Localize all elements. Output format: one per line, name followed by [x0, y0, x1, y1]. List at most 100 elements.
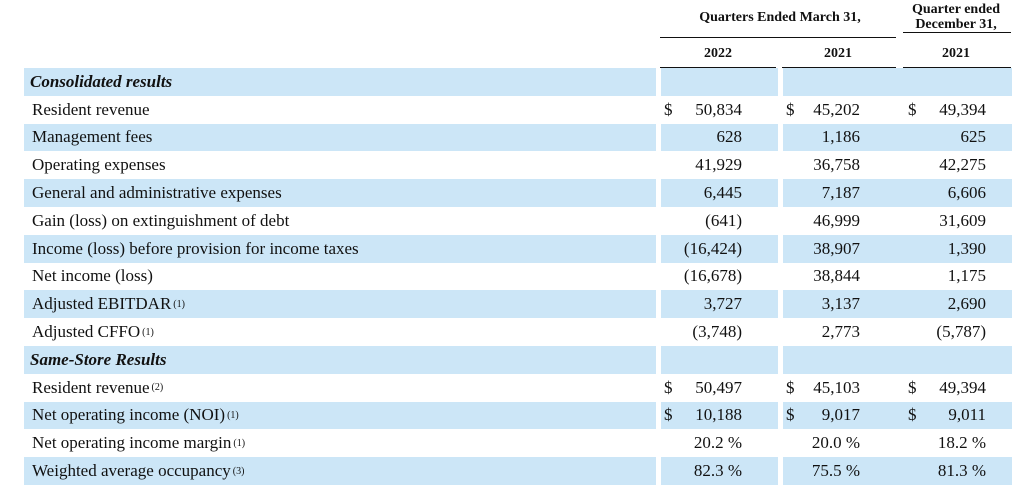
row-label: Net income (loss): [32, 263, 153, 291]
value-cell: 7,187: [821, 183, 860, 203]
header-quarters-ended: Quarters Ended March 31,: [699, 10, 861, 25]
value-cell: 2,690: [947, 294, 986, 314]
row-label: Net operating income (NOI) (1): [32, 402, 239, 430]
value-cell: (3,748): [692, 322, 742, 342]
header-quarter-ended-dec-line2: December 31,: [915, 17, 997, 31]
row-label-text: Gain (loss) on extinguishment of debt: [32, 210, 290, 230]
table-row: Operating expenses 41,929 36,758 42,275: [24, 151, 1012, 180]
section-row: Same-Store Results: [24, 346, 1012, 374]
currency-symbol: $: [664, 377, 673, 397]
currency-symbol: $: [908, 405, 917, 425]
value-cell: 625: [960, 127, 987, 147]
value-cell: 46,999: [813, 210, 860, 230]
footnote-marker: (1): [142, 326, 154, 338]
currency-symbol: $: [664, 405, 673, 425]
table-row: Resident revenue $50,834 $45,202 $49,394: [24, 95, 1012, 124]
column-gap: [778, 95, 783, 124]
footnote-marker: (1): [233, 437, 246, 449]
value-cell: (641): [705, 210, 742, 230]
row-label: Gain (loss) on extinguishment of debt: [32, 207, 289, 235]
column-gap: [778, 373, 783, 402]
value-cell: (16,424): [683, 238, 742, 258]
table-row: Net operating income (NOI) (1) $10,188 $9,0…: [24, 401, 1012, 430]
footnote-marker: (1): [227, 409, 239, 421]
table-row: General and administrative expenses 6,445…: [24, 179, 1012, 207]
table-row: Weighted average occupancy (3) 82.3 % 75.5 …: [24, 457, 1012, 485]
value-cell: 10,188: [695, 405, 742, 425]
row-label: Operating expenses: [32, 151, 166, 179]
table-row: Net operating income margin (1) 20.2 % 20.0…: [24, 429, 1012, 458]
value-cell: 38,907: [813, 238, 860, 258]
value-cell: 49,394: [939, 377, 986, 397]
currency-symbol: $: [786, 377, 795, 397]
column-gap: [778, 401, 783, 430]
currency-symbol: $: [786, 99, 795, 119]
value-cell: 628: [716, 127, 743, 147]
row-label-text: Adjusted CFFO: [32, 322, 141, 342]
value-cell: 6,606: [947, 183, 986, 203]
header-year-underline-2: [782, 67, 896, 68]
table-row: Management fees 628 1,186 625: [24, 123, 1012, 152]
value-cell: 41,929: [695, 155, 742, 175]
value-cell: 1,186: [821, 127, 860, 147]
row-label: Adjusted EBITDAR (1): [32, 290, 185, 318]
footnote-marker: (3): [232, 465, 245, 477]
currency-symbol: $: [908, 377, 917, 397]
value-cell: 3,137: [821, 294, 860, 314]
section-title: Consolidated results: [30, 71, 173, 91]
row-label: Resident revenue: [32, 96, 150, 124]
value-cell: 50,834: [695, 99, 742, 119]
footnote-marker: (2): [151, 382, 164, 394]
column-gap: [656, 373, 661, 402]
row-label-text: Adjusted EBITDAR: [32, 294, 172, 314]
value-cell: 36,758: [813, 155, 860, 175]
row-label: Weighted average occupancy (3): [32, 457, 244, 485]
column-gap: [656, 401, 661, 430]
row-label-text: General and administrative expenses: [32, 183, 282, 203]
value-cell: 75.5 %: [811, 461, 860, 481]
header-year-2021-q4: 2021: [942, 46, 970, 61]
column-gap: [656, 95, 661, 124]
value-cell: 82.3 %: [693, 461, 742, 481]
value-cell: 50,497: [695, 377, 742, 397]
table-row: Gain (loss) on extinguishment of debt (64…: [24, 207, 1012, 235]
row-label-text: Weighted average occupancy: [32, 461, 231, 481]
value-cell: 49,394: [939, 99, 986, 119]
value-cell: 31,609: [939, 210, 986, 230]
column-gap: [778, 151, 783, 180]
value-cell: 20.0 %: [811, 433, 860, 453]
header-dec-underline: [903, 32, 1011, 33]
table-row: Adjusted CFFO (1) (3,748) 2,773 (5,787): [24, 318, 1012, 346]
header-year-underline-1: [660, 67, 776, 68]
table-row: Net income (loss) (16,678) 38,844 1,175: [24, 262, 1012, 291]
column-gap: [778, 179, 783, 207]
value-cell: 9,011: [948, 405, 986, 425]
column-gap: [656, 318, 661, 346]
section-title: Same-Store Results: [30, 349, 167, 369]
column-gap: [656, 179, 661, 207]
row-label-text: Income (loss) before provision for incom…: [32, 238, 359, 258]
column-gap: [656, 346, 661, 374]
header-year-2021-q1: 2021: [824, 46, 852, 61]
column-gap: [778, 457, 783, 485]
column-gap: [656, 207, 661, 235]
row-label-text: Resident revenue: [32, 377, 150, 397]
value-cell: 6,445: [703, 183, 742, 203]
value-cell: 81.3 %: [937, 461, 986, 481]
row-label-text: Net operating income margin: [32, 433, 232, 453]
row-label: Net operating income margin (1): [32, 429, 245, 457]
row-label-text: Net income (loss): [32, 266, 153, 286]
column-gap: [656, 429, 661, 458]
value-cell: (5,787): [936, 322, 986, 342]
row-label: General and administrative expenses: [32, 179, 282, 207]
header-year-2022: 2022: [704, 46, 732, 61]
row-label-text: Net operating income (NOI): [32, 405, 226, 425]
column-gap: [656, 234, 661, 263]
row-label: Management fees: [32, 124, 152, 152]
value-cell: 9,017: [821, 405, 860, 425]
table-row: Resident revenue (2) $50,497 $45,103 $49,394: [24, 373, 1012, 402]
value-cell: 45,103: [813, 377, 860, 397]
value-cell: 1,175: [947, 266, 986, 286]
value-cell: 20.2 %: [693, 433, 742, 453]
value-cell: 42,275: [939, 155, 986, 175]
